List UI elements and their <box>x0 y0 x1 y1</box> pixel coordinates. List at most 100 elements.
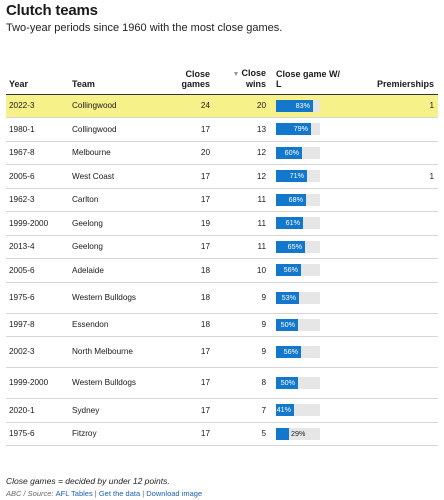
year-cell: 1962-3 <box>6 188 72 212</box>
team-cell: Adelaide <box>72 258 158 283</box>
header-premierships[interactable]: Premierships <box>340 52 438 95</box>
win-pct-cell: 68% <box>270 188 340 212</box>
header-close-wins[interactable]: ▼ Close wins <box>212 52 270 95</box>
table-row: 2013-4 Geelong 17 11 65% <box>6 235 438 259</box>
win-pct-label: 65% <box>287 241 302 251</box>
win-pct-cell: 56% <box>270 336 340 368</box>
win-pct-bar-track: 56% <box>276 264 320 277</box>
team-cell: Collingwood <box>72 94 158 118</box>
win-pct-bar-track: 61% <box>276 217 320 230</box>
close-games-cell: 17 <box>158 235 212 259</box>
team-cell: North Melbourne <box>72 336 158 368</box>
win-pct-label: 41% <box>276 405 291 415</box>
win-pct-bar: 71% <box>276 170 307 183</box>
close-games-cell: 20 <box>158 141 212 165</box>
team-cell: Melbourne <box>72 141 158 165</box>
win-pct-bar: 50% <box>276 318 298 331</box>
year-cell: 2005-6 <box>6 258 72 283</box>
close-wins-cell: 9 <box>212 313 270 337</box>
close-games-cell: 18 <box>158 282 212 314</box>
win-pct-label: 53% <box>281 292 296 302</box>
close-wins-cell: 12 <box>212 164 270 189</box>
premierships-cell <box>340 258 438 283</box>
close-wins-cell: 5 <box>212 422 270 446</box>
year-cell: 1975-6 <box>6 282 72 314</box>
win-pct-bar-track: 65% <box>276 240 320 253</box>
win-pct-cell: 53% <box>270 282 340 314</box>
close-games-cell: 18 <box>158 258 212 283</box>
win-pct-bar: 56% <box>276 346 301 358</box>
premierships-cell <box>340 422 438 446</box>
year-cell: 2002-3 <box>6 336 72 368</box>
win-pct-bar-track: 83% <box>276 99 320 112</box>
header-close-games[interactable]: Close games <box>158 52 212 95</box>
close-wins-cell: 7 <box>212 398 270 423</box>
win-pct-cell: 29% <box>270 422 340 446</box>
close-games-cell: 17 <box>158 422 212 446</box>
team-cell: Geelong <box>72 235 158 259</box>
win-pct-label: 83% <box>295 100 310 110</box>
year-cell: 1980-1 <box>6 117 72 142</box>
win-pct-cell: 83% <box>270 94 340 118</box>
win-pct-bar: 83% <box>276 99 313 112</box>
win-pct-bar-track: 56% <box>276 346 320 358</box>
win-pct-bar: 61% <box>276 217 303 230</box>
table-row: 1997-8 Essendon 18 9 50% <box>6 313 438 337</box>
year-cell: 1967-8 <box>6 141 72 165</box>
win-pct-cell: 60% <box>270 141 340 165</box>
win-pct-cell: 61% <box>270 211 340 236</box>
close-games-cell: 17 <box>158 398 212 423</box>
team-cell: Western Bulldogs <box>72 282 158 314</box>
win-pct-bar: 60% <box>276 146 302 159</box>
win-pct-label: 71% <box>289 171 304 181</box>
footnote: Close games = decided by under 12 points… <box>6 476 170 486</box>
win-pct-label: 56% <box>283 265 298 275</box>
close-games-cell: 17 <box>158 367 212 399</box>
chart-subtitle: Two-year periods since 1960 with the mos… <box>6 22 283 34</box>
win-pct-bar: 50% <box>276 377 298 389</box>
close-wins-cell: 11 <box>212 211 270 236</box>
win-pct-bar-track: 68% <box>276 193 320 206</box>
table-row: 1975-6 Western Bulldogs 18 9 53% <box>6 282 438 314</box>
sort-desc-icon: ▼ <box>232 71 240 79</box>
team-cell: Essendon <box>72 313 158 337</box>
team-cell: Collingwood <box>72 117 158 142</box>
win-pct-label: 50% <box>280 378 295 387</box>
close-wins-cell: 9 <box>212 336 270 368</box>
afl-tables-link[interactable]: AFL Tables <box>55 489 93 498</box>
table-row: 2020-1 Sydney 17 7 41% <box>6 398 438 423</box>
year-cell: 1997-8 <box>6 313 72 337</box>
close-wins-cell: 8 <box>212 367 270 399</box>
year-cell: 1999-2000 <box>6 367 72 399</box>
download-image-link[interactable]: Download image <box>146 489 203 498</box>
year-cell: 1999-2000 <box>6 211 72 236</box>
premierships-cell <box>340 367 438 399</box>
header-close-wins-label: Close wins <box>241 68 266 90</box>
table-row: 1999-2000 Geelong 19 11 61% <box>6 211 438 236</box>
win-pct-label: 50% <box>280 319 295 329</box>
year-cell: 2022-3 <box>6 94 72 118</box>
win-pct-label: 56% <box>283 347 298 356</box>
win-pct-label: 68% <box>288 194 303 204</box>
win-pct-bar-track: 29% <box>276 427 320 440</box>
header-row: Year Team Close games ▼ Close wins Close … <box>6 52 438 95</box>
team-cell: Western Bulldogs <box>72 367 158 399</box>
team-cell: Sydney <box>72 398 158 423</box>
table-body: 2022-3 Collingwood 24 20 83% 1 1980-1 Collingwo… <box>6 94 438 446</box>
close-wins-cell: 12 <box>212 141 270 165</box>
win-pct-bar: 79% <box>276 123 311 136</box>
win-pct-label: 79% <box>293 124 308 134</box>
close-games-cell: 24 <box>158 94 212 118</box>
close-wins-cell: 9 <box>212 282 270 314</box>
win-pct-label: 61% <box>285 218 300 228</box>
table-row: 1962-3 Carlton 17 11 68% <box>6 188 438 212</box>
win-pct-bar: 41% <box>276 404 294 417</box>
close-wins-cell: 13 <box>212 117 270 142</box>
header-team[interactable]: Team <box>72 52 158 95</box>
source-separator: | <box>92 489 99 498</box>
win-pct-bar: 65% <box>276 240 305 253</box>
header-win-pct[interactable]: Close game W/ L <box>270 52 340 95</box>
close-wins-cell: 11 <box>212 188 270 212</box>
header-year[interactable]: Year <box>6 52 72 95</box>
get-data-link[interactable]: Get the data <box>98 489 141 498</box>
